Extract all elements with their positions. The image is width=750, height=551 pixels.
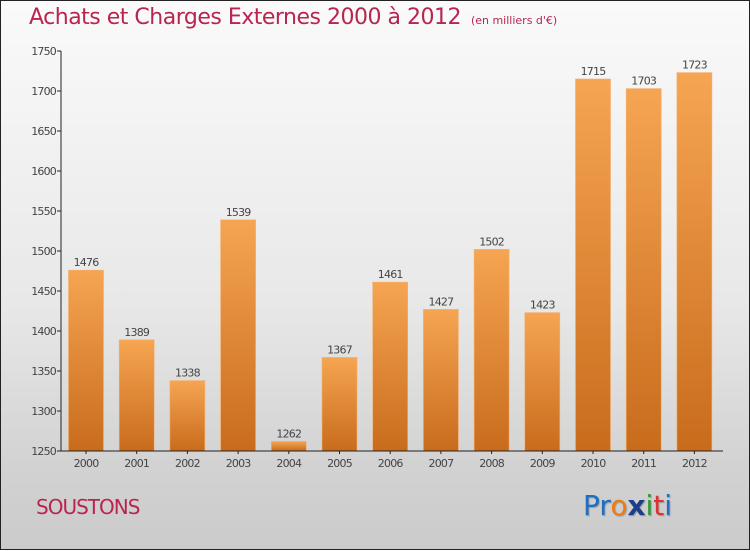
data-label-2003: 1539	[226, 206, 252, 219]
y-tick-label: 1450	[31, 285, 57, 298]
data-label-2000: 1476	[74, 256, 100, 269]
x-tick-label-2006: 2006	[378, 457, 404, 470]
x-tick-label-2010: 2010	[581, 457, 607, 470]
bar-2003	[220, 219, 256, 452]
x-tick-label-2004: 2004	[276, 457, 302, 470]
y-tick-label: 1700	[31, 85, 57, 98]
y-tick-label: 1750	[31, 45, 57, 58]
y-tick-label: 1300	[31, 405, 57, 418]
logo-letter: P	[583, 489, 600, 522]
data-label-2005: 1367	[327, 343, 353, 356]
bar-2001	[118, 339, 155, 452]
data-label-2004: 1262	[276, 427, 301, 440]
x-tick-label-2005: 2005	[327, 457, 353, 470]
logo-letter: i	[664, 489, 673, 522]
y-axis: 1250 1300 1350 1400 1450 1500 1550 1600 1650 1700…	[31, 45, 62, 458]
y-tick-label: 1500	[31, 245, 57, 258]
x-tick-label-2012: 2012	[682, 457, 707, 470]
data-label-2012: 1723	[682, 59, 708, 72]
bar-2012	[676, 72, 713, 452]
bar-2005	[321, 357, 358, 452]
town-name: SOUSTONS	[36, 495, 140, 519]
bar-2008	[473, 249, 510, 452]
data-label-2008: 1502	[479, 235, 504, 248]
x-axis: 2000 2001 2002 2003 2004 2005 2006 2007 2008 2009…	[61, 450, 723, 470]
bar-2009	[524, 312, 561, 452]
bar-2007	[423, 309, 459, 452]
bar-2006	[372, 281, 409, 452]
data-label-2001: 1389	[124, 326, 150, 339]
x-tick-label-2011: 2011	[631, 457, 656, 470]
y-tick-label: 1650	[31, 125, 57, 138]
data-label-2002: 1338	[175, 367, 201, 380]
proxiti-logo[interactable]: Proxiti	[583, 489, 672, 522]
data-label-2011: 1703	[631, 75, 657, 88]
y-tick-label: 1250	[31, 445, 57, 458]
logo-letter: r	[599, 489, 611, 522]
y-tick-label: 1400	[31, 325, 57, 338]
chart-title: Achats et Charges Externes 2000 à 2012 (e…	[29, 5, 557, 30]
bar-2011	[625, 88, 662, 452]
y-tick-label: 1550	[31, 205, 57, 218]
bars-group	[68, 72, 713, 452]
x-tick-label-2008: 2008	[479, 457, 505, 470]
bar-2010	[575, 78, 611, 452]
bar-2002	[169, 380, 206, 452]
x-tick-label-2003: 2003	[226, 457, 252, 470]
logo-letter: x	[627, 489, 646, 522]
x-tick-label-2002: 2002	[175, 457, 200, 470]
logo-letter: i	[645, 489, 654, 522]
logo-letter: o	[610, 489, 628, 522]
x-tick-label-2000: 2000	[74, 457, 100, 470]
bar-2004	[270, 441, 307, 452]
data-label-2006: 1461	[378, 268, 403, 281]
data-labels-group: 1476 1389 1338 1539 1262 1367 1461 1427 1502 1423…	[74, 59, 709, 441]
data-label-2010: 1715	[581, 65, 607, 78]
data-label-2007: 1427	[429, 295, 455, 308]
chart-title-text: Achats et Charges Externes 2000 à 2012	[29, 5, 461, 30]
x-tick-label-2009: 2009	[530, 457, 556, 470]
data-label-2009: 1423	[530, 299, 556, 312]
chart-subtitle: (en milliers d'€)	[470, 14, 558, 27]
bar-2000	[68, 269, 104, 452]
logo-letter: t	[653, 489, 665, 522]
x-tick-label-2007: 2007	[429, 457, 455, 470]
y-tick-label: 1600	[31, 165, 57, 178]
y-tick-label: 1350	[31, 365, 57, 378]
x-tick-label-2001: 2001	[124, 457, 149, 470]
